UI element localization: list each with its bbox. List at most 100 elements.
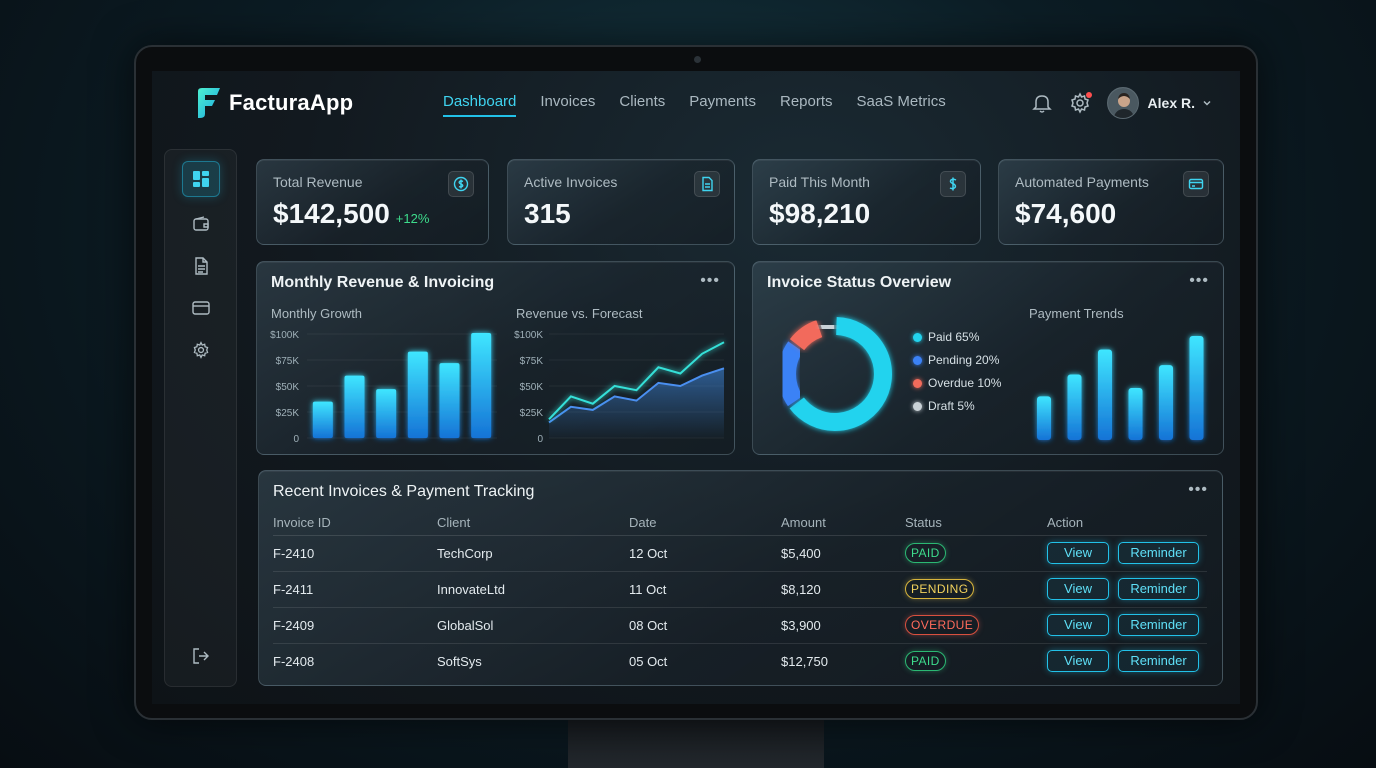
client-name: TechCorp — [437, 535, 629, 572]
tab-reports[interactable]: Reports — [779, 93, 833, 110]
card-icon — [1183, 171, 1209, 197]
view-button[interactable]: View — [1047, 614, 1109, 636]
sidebar-item-documents[interactable] — [182, 248, 220, 284]
y-tick-label: 0 — [293, 434, 299, 445]
forecast-area — [549, 368, 724, 438]
donut-slice — [778, 341, 804, 407]
forecast-chart-title: Revenue vs. Forecast — [516, 306, 643, 321]
logo-mark-icon — [198, 88, 220, 118]
invoice-id: F-2409 — [273, 607, 437, 644]
y-tick-label: $25K — [520, 408, 544, 419]
client-name: GlobalSol — [437, 607, 629, 644]
status-badge: PENDING — [905, 579, 975, 599]
monthly-growth-chart: $100K $75K $50K $25K 0 — [270, 330, 497, 445]
user-area: Alex R. — [1031, 87, 1212, 119]
stat-label: Active Invoices — [524, 174, 618, 190]
bar — [1128, 388, 1143, 440]
camera-dot — [694, 56, 701, 63]
more-options-icon[interactable]: ••• — [1189, 272, 1209, 289]
table-row[interactable]: F-2411 InnovateLtd 11 Oct $8,120 PENDING… — [273, 571, 1207, 608]
chevron-down-icon[interactable] — [1202, 98, 1212, 108]
invoice-amount: $12,750 — [781, 653, 828, 669]
invoice-id: F-2411 — [273, 571, 437, 608]
sidebar-item-cards[interactable] — [182, 290, 220, 326]
y-tick-label: $100K — [514, 330, 543, 341]
dollar-circle-icon — [448, 171, 474, 197]
avatar[interactable] — [1106, 87, 1139, 119]
app-logo[interactable]: FacturaApp — [194, 87, 353, 119]
wallet-icon — [193, 216, 209, 231]
series-line — [548, 367, 725, 424]
column-header: Amount — [781, 511, 905, 536]
stat-card-total-revenue: Total Revenue $142,500 +12% — [256, 159, 489, 245]
bar — [1159, 365, 1173, 440]
donut-slice — [819, 317, 835, 337]
series-line — [548, 341, 725, 420]
column-header: Action — [1047, 511, 1207, 536]
legend-dot — [913, 378, 922, 388]
legend-item: Paid 65% — [913, 330, 1001, 344]
bar — [407, 351, 428, 438]
action-cell: View Reminder — [1047, 643, 1207, 679]
stat-value: 315 — [524, 198, 571, 229]
bar — [1098, 349, 1112, 440]
monitor-stand — [568, 716, 824, 768]
gear-icon[interactable] — [1069, 92, 1092, 114]
y-tick-label: $25K — [276, 408, 300, 419]
settings-icon — [193, 341, 209, 359]
tab-dashboard[interactable]: Dashboard — [443, 93, 517, 117]
legend-item: Pending 20% — [913, 353, 1001, 367]
reminder-button[interactable]: Reminder — [1118, 650, 1199, 673]
sidebar — [164, 149, 237, 687]
status-cell: PAID — [905, 535, 1047, 572]
sidebar-item-logout[interactable] — [182, 638, 220, 674]
action-cell: View Reminder — [1047, 607, 1207, 644]
more-options-icon[interactable]: ••• — [1188, 481, 1208, 498]
dashboard-screen: FacturaApp Dashboard Invoices Clients Pa… — [152, 71, 1240, 704]
tab-invoices[interactable]: Invoices — [540, 93, 596, 110]
stat-value-text: $142,500 — [273, 198, 390, 229]
stat-delta: +12% — [395, 211, 430, 226]
tab-payments[interactable]: Payments — [689, 93, 756, 110]
stat-value: $98,210 — [769, 198, 871, 229]
view-button[interactable]: View — [1047, 650, 1109, 673]
more-options-icon[interactable]: ••• — [700, 272, 720, 289]
main-tabs: Dashboard Invoices Clients Payments Repo… — [443, 93, 970, 117]
status-badge: PAID — [905, 543, 946, 563]
view-button[interactable]: View — [1047, 578, 1109, 600]
stat-value: $142,500 +12% — [273, 198, 429, 230]
status-badge: PAID — [905, 651, 946, 672]
payment-trends-title: Payment Trends — [1029, 306, 1124, 321]
stat-card-active-invoices: Active Invoices 315 — [507, 159, 735, 245]
invoice-amount: $3,900 — [781, 607, 905, 644]
bell-icon[interactable] — [1031, 92, 1053, 114]
y-tick-label: $100K — [270, 330, 299, 341]
stat-card-paid-this-month: Paid This Month $98,210 — [752, 159, 981, 245]
reminder-button[interactable]: Reminder — [1118, 614, 1199, 636]
top-nav: FacturaApp Dashboard Invoices Clients Pa… — [152, 71, 1240, 137]
user-name[interactable]: Alex R. — [1147, 95, 1195, 111]
tab-clients[interactable]: Clients — [619, 93, 666, 110]
legend-label: Paid 65% — [928, 330, 980, 344]
sidebar-item-wallet[interactable] — [182, 206, 220, 242]
invoice-date: 05 Oct — [629, 653, 668, 669]
y-tick-label: $50K — [520, 382, 544, 393]
stat-label: Automated Payments — [1015, 174, 1149, 190]
table-row[interactable]: F-2408 SoftSys 05 Oct $12,750 PAID View R… — [273, 643, 1207, 679]
sidebar-item-settings[interactable] — [182, 332, 220, 368]
table-row[interactable]: F-2410 TechCorp 12 Oct $5,400 PAID View R… — [273, 535, 1207, 572]
view-button[interactable]: View — [1047, 542, 1109, 564]
tab-saas-metrics[interactable]: SaaS Metrics — [856, 93, 946, 110]
panel-title: Monthly Revenue & Invoicing — [271, 274, 495, 291]
bar — [439, 363, 460, 438]
bar — [471, 332, 492, 438]
table-row[interactable]: F-2409 GlobalSol 08 Oct $3,900 OVERDUE V… — [273, 607, 1207, 644]
bar — [344, 375, 365, 438]
status-badge: OVERDUE — [905, 615, 980, 635]
reminder-button[interactable]: Reminder — [1118, 542, 1199, 564]
payment-trends-chart — [1037, 336, 1204, 440]
sidebar-item-dashboard[interactable] — [182, 161, 220, 197]
legend-item: Overdue 10% — [913, 376, 1001, 390]
reminder-button[interactable]: Reminder — [1118, 578, 1199, 600]
action-cell: View Reminder — [1047, 571, 1207, 608]
